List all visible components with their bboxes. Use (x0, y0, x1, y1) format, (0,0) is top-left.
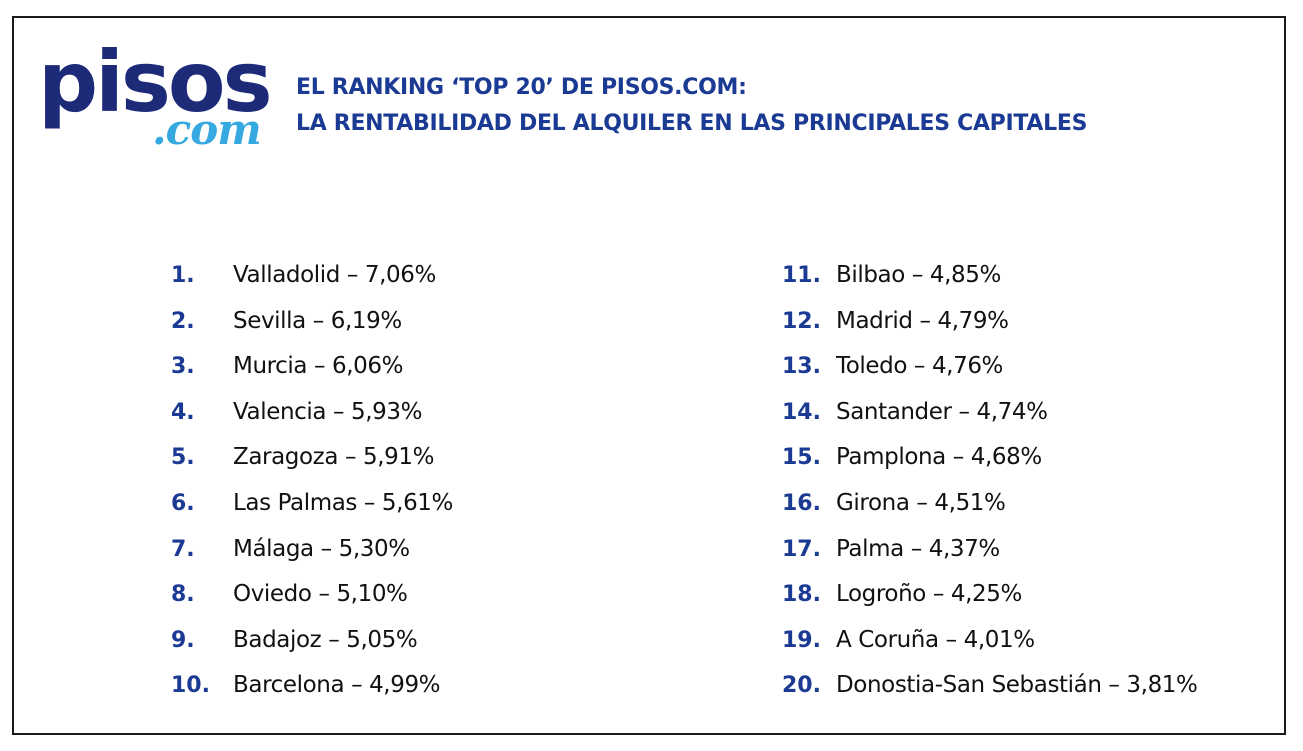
ranking-column-left: 1. Valladolid – 7,06% 2. Sevilla – 6,19% 3… (171, 262, 453, 718)
rank-city-value: Oviedo – 5,10% (233, 581, 408, 608)
ranking-item: 17. Palma – 4,37% (782, 536, 1198, 582)
ranking-item: 12. Madrid – 4,79% (782, 308, 1198, 354)
ranking-column-right: 11. Bilbao – 4,85% 12. Madrid – 4,79% 13. T… (782, 262, 1198, 718)
ranking-item: 13. Toledo – 4,76% (782, 353, 1198, 399)
rank-number: 11. (782, 263, 821, 288)
rank-city-value: Las Palmas – 5,61% (233, 489, 453, 516)
rank-number: 7. (171, 536, 195, 562)
rank-city-value: Málaga – 5,30% (233, 535, 410, 562)
logo-domain: .com (152, 105, 262, 154)
rank-number: 2. (171, 308, 195, 334)
ranking-item: 1. Valladolid – 7,06% (171, 262, 453, 308)
rank-city-value: Logroño – 4,25% (836, 581, 1022, 608)
rank-number: 5. (171, 445, 195, 471)
rank-number: 14. (782, 399, 821, 425)
rank-number: 9. (171, 627, 195, 653)
ranking-item: 5. Zaragoza – 5,91% (171, 444, 453, 490)
rank-number: 15. (782, 445, 821, 471)
title-line-2: LA RENTABILIDAD DEL ALQUILER EN LAS PRIN… (296, 111, 1088, 136)
rank-city-value: Valencia – 5,93% (233, 398, 423, 425)
rank-number: 6. (171, 490, 195, 516)
ranking-item: 16. Girona – 4,51% (782, 490, 1198, 536)
ranking-item: 6. Las Palmas – 5,61% (171, 490, 453, 536)
logo-wordmark: pisos (38, 33, 273, 131)
rank-city-value: Toledo – 4,76% (836, 353, 1004, 380)
ranking-item: 11. Bilbao – 4,85% (782, 262, 1198, 308)
page-title: EL RANKING ‘TOP 20’ DE PISOS.COM: LA REN… (296, 70, 1087, 142)
rank-number: 8. (171, 582, 195, 608)
ranking-item: 20. Donostia-San Sebastián – 3,81% (782, 672, 1198, 718)
rank-city-value: A Coruña – 4,01% (836, 626, 1035, 653)
rank-city-value: Palma – 4,37% (836, 535, 1000, 562)
rank-number: 13. (782, 354, 821, 380)
rank-number: 4. (171, 399, 195, 425)
rank-number: 3. (171, 354, 195, 380)
ranking-item: 10. Barcelona – 4,99% (171, 672, 453, 718)
ranking-item: 19. A Coruña – 4,01% (782, 627, 1198, 673)
slide-frame: pisos .com EL RANKING ‘TOP 20’ DE PISOS.… (12, 16, 1286, 735)
ranking-item: 2. Sevilla – 6,19% (171, 308, 453, 354)
ranking-item: 8. Oviedo – 5,10% (171, 581, 453, 627)
title-line-1: EL RANKING ‘TOP 20’ DE PISOS.COM: (296, 75, 747, 100)
rank-city-value: Pamplona – 4,68% (836, 444, 1042, 471)
ranking-item: 15. Pamplona – 4,68% (782, 444, 1198, 490)
rank-city-value: Donostia-San Sebastián – 3,81% (836, 672, 1198, 699)
ranking-item: 9. Badajoz – 5,05% (171, 627, 453, 673)
rank-number: 10. (171, 673, 210, 699)
rank-number: 12. (782, 308, 821, 334)
rank-city-value: Girona – 4,51% (836, 489, 1006, 516)
pisos-com-logo: pisos .com (38, 33, 273, 170)
ranking-item: 4. Valencia – 5,93% (171, 399, 453, 445)
rank-number: 18. (782, 582, 821, 608)
rank-number: 16. (782, 490, 821, 516)
rank-city-value: Murcia – 6,06% (233, 353, 404, 380)
ranking-item: 14. Santander – 4,74% (782, 399, 1198, 445)
rank-number: 19. (782, 627, 821, 653)
ranking-item: 3. Murcia – 6,06% (171, 353, 453, 399)
rank-city-value: Barcelona – 4,99% (233, 672, 441, 699)
rank-number: 1. (171, 263, 195, 288)
ranking-item: 7. Málaga – 5,30% (171, 536, 453, 582)
ranking-item: 18. Logroño – 4,25% (782, 581, 1198, 627)
rank-city-value: Madrid – 4,79% (836, 307, 1009, 334)
rank-number: 17. (782, 536, 821, 562)
rank-city-value: Bilbao – 4,85% (836, 262, 1001, 288)
rank-city-value: Badajoz – 5,05% (233, 626, 418, 653)
rank-city-value: Zaragoza – 5,91% (233, 444, 435, 471)
rank-city-value: Valladolid – 7,06% (233, 262, 436, 288)
rank-city-value: Sevilla – 6,19% (233, 307, 402, 334)
rank-number: 20. (782, 673, 821, 699)
rank-city-value: Santander – 4,74% (836, 398, 1048, 425)
